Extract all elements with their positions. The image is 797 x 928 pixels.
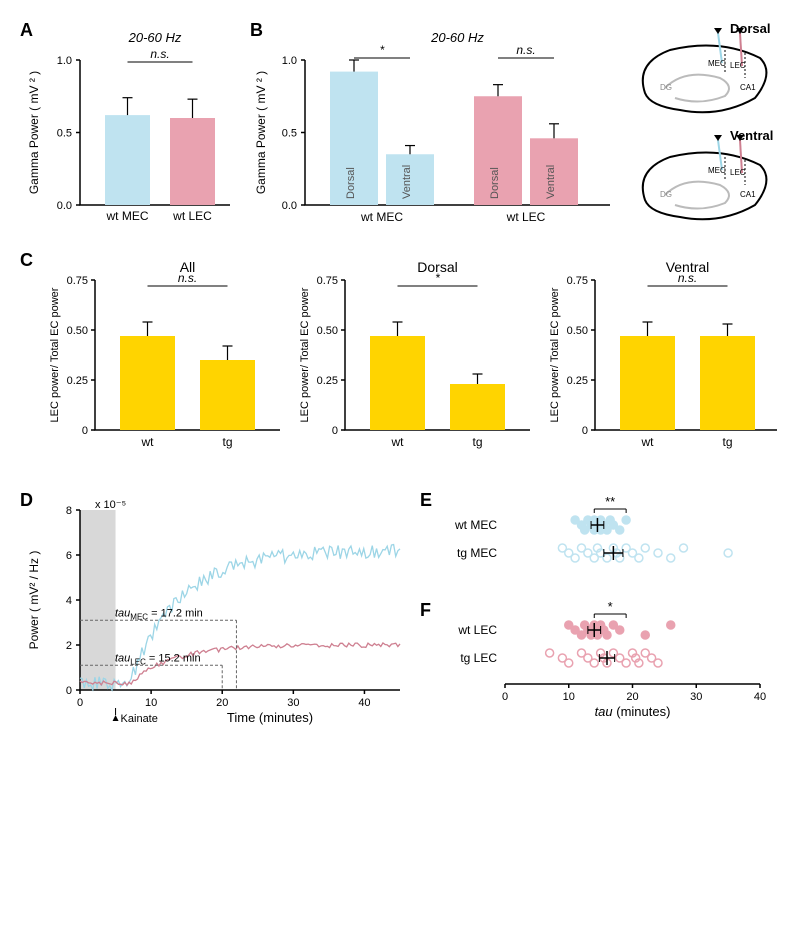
panel-d-label: D (20, 490, 33, 511)
svg-text:8: 8 (66, 505, 72, 517)
svg-text:tg: tg (222, 435, 232, 449)
svg-text:wt: wt (391, 435, 405, 449)
svg-text:n.s.: n.s. (678, 271, 697, 285)
svg-text:Ventral: Ventral (545, 165, 557, 199)
svg-text:n.s.: n.s. (150, 47, 169, 61)
panel-e-label: E (420, 490, 432, 511)
svg-text:tg: tg (722, 435, 732, 449)
svg-text:*: * (435, 271, 440, 285)
svg-text:Gamma Power ( mV ² ): Gamma Power ( mV ² ) (27, 71, 41, 194)
svg-text:LEC power/ Total EC power: LEC power/ Total EC power (49, 287, 61, 422)
svg-text:LEC power/ Total EC power: LEC power/ Total EC power (299, 287, 311, 422)
svg-text:0.50: 0.50 (67, 325, 88, 337)
svg-text:tauLEC = 15.2 min: tauLEC = 15.2 min (115, 652, 201, 666)
svg-text:0: 0 (582, 425, 588, 437)
svg-text:tg: tg (472, 435, 482, 449)
panel-ef: E F ** wt MEC tg MEC * wt LEC tg LEC 0 10 20 30 40… (420, 490, 777, 740)
svg-text:0: 0 (77, 697, 83, 709)
panel-a: A 20-60 Hz 0.0 0.5 1.0 Gamma Power ( mV ² ) w… (20, 20, 250, 240)
svg-text:**: ** (605, 494, 615, 509)
svg-text:0.5: 0.5 (57, 128, 72, 140)
svg-text:0.25: 0.25 (67, 375, 88, 387)
svg-text:MEC: MEC (708, 166, 726, 175)
svg-text:4: 4 (66, 595, 72, 607)
svg-text:2: 2 (66, 640, 72, 652)
svg-text:Kainate: Kainate (121, 713, 158, 725)
svg-text:wt LEC: wt LEC (172, 209, 212, 223)
svg-text:Gamma Power ( mV ² ): Gamma Power ( mV ² ) (254, 71, 268, 194)
svg-text:n.s.: n.s. (516, 43, 535, 57)
svg-text:30: 30 (287, 697, 299, 709)
panel-f-label: F (420, 600, 431, 621)
panel-d: D 0 2 4 6 8 0 10 20 30 40 x 10⁻⁵ Power ( mV² / Hz )… (20, 490, 420, 740)
svg-text:0.25: 0.25 (317, 375, 338, 387)
row-def: D 0 2 4 6 8 0 10 20 30 40 x 10⁻⁵ Power ( mV² / Hz )… (20, 490, 777, 740)
svg-text:30: 30 (690, 691, 702, 703)
panel-b-label: B (250, 20, 263, 41)
svg-text:20-60 Hz: 20-60 Hz (128, 30, 182, 45)
svg-text:20-60 Hz: 20-60 Hz (430, 30, 484, 45)
svg-text:wt MEC: wt MEC (106, 209, 149, 223)
svg-text:tg MEC: tg MEC (457, 546, 497, 560)
svg-text:DG: DG (660, 83, 672, 92)
svg-text:0.75: 0.75 (567, 275, 588, 287)
svg-text:0.75: 0.75 (67, 275, 88, 287)
svg-text:CA1: CA1 (740, 190, 756, 199)
svg-text:0.0: 0.0 (282, 200, 297, 212)
svg-text:40: 40 (358, 697, 370, 709)
panel-b-diagrams: DorsalMECLECCA1DGVentralMECLECCA1DG (630, 20, 777, 240)
svg-text:40: 40 (754, 691, 766, 703)
svg-text:*: * (608, 599, 613, 614)
svg-text:0.25: 0.25 (567, 375, 588, 387)
panel-b: B 20-60 Hz 0.0 0.5 1.0 Gamma Power ( mV ² ) D… (250, 20, 630, 240)
row-ab: A 20-60 Hz 0.0 0.5 1.0 Gamma Power ( mV ² ) w… (20, 20, 777, 240)
svg-text:MEC: MEC (708, 59, 726, 68)
svg-text:wt MEC: wt MEC (454, 518, 497, 532)
svg-text:CA1: CA1 (740, 83, 756, 92)
svg-text:0: 0 (82, 425, 88, 437)
svg-text:20: 20 (216, 697, 228, 709)
svg-text:wt LEC: wt LEC (457, 623, 497, 637)
svg-text:tg LEC: tg LEC (460, 651, 497, 665)
svg-text:0.0: 0.0 (57, 200, 72, 212)
svg-text:Dorsal: Dorsal (345, 167, 357, 199)
svg-text:0: 0 (66, 685, 72, 697)
panel-c-label: C (20, 250, 33, 271)
svg-text:LEC power/ Total EC power: LEC power/ Total EC power (549, 287, 561, 422)
svg-text:0.50: 0.50 (317, 325, 338, 337)
svg-text:wt: wt (141, 435, 155, 449)
svg-text:20: 20 (626, 691, 638, 703)
svg-text:n.s.: n.s. (178, 271, 197, 285)
svg-text:0.50: 0.50 (567, 325, 588, 337)
svg-text:tau (minutes): tau (minutes) (595, 704, 671, 719)
svg-text:0.5: 0.5 (282, 128, 297, 140)
figure: A 20-60 Hz 0.0 0.5 1.0 Gamma Power ( mV ² ) w… (20, 20, 777, 740)
svg-text:*: * (380, 43, 385, 57)
svg-text:0: 0 (502, 691, 508, 703)
svg-text:0.75: 0.75 (317, 275, 338, 287)
svg-text:DG: DG (660, 190, 672, 199)
svg-text:Ventral: Ventral (401, 165, 413, 199)
svg-text:Dorsal: Dorsal (489, 167, 501, 199)
svg-text:Time (minutes): Time (minutes) (227, 710, 313, 725)
svg-text:6: 6 (66, 550, 72, 562)
svg-text:wt MEC: wt MEC (360, 210, 403, 224)
svg-text:LEC: LEC (730, 61, 746, 70)
svg-text:1.0: 1.0 (282, 55, 297, 67)
svg-text:10: 10 (563, 691, 575, 703)
svg-text:tauMEC = 17.2 min: tauMEC = 17.2 min (115, 607, 203, 621)
svg-text:10: 10 (145, 697, 157, 709)
svg-text:LEC: LEC (730, 168, 746, 177)
svg-text:wt LEC: wt LEC (506, 210, 546, 224)
panel-a-label: A (20, 20, 33, 41)
svg-text:0: 0 (332, 425, 338, 437)
svg-text:Power ( mV² / Hz ): Power ( mV² / Hz ) (27, 551, 41, 650)
svg-text:wt: wt (641, 435, 655, 449)
row-c: C All00.250.500.75LEC power/ Total EC po… (20, 250, 777, 480)
svg-text:1.0: 1.0 (57, 55, 72, 67)
svg-text:x 10⁻⁵: x 10⁻⁵ (95, 499, 126, 511)
svg-text:Dorsal: Dorsal (730, 21, 770, 36)
panel-c: C All00.250.500.75LEC power/ Total EC po… (20, 250, 777, 480)
